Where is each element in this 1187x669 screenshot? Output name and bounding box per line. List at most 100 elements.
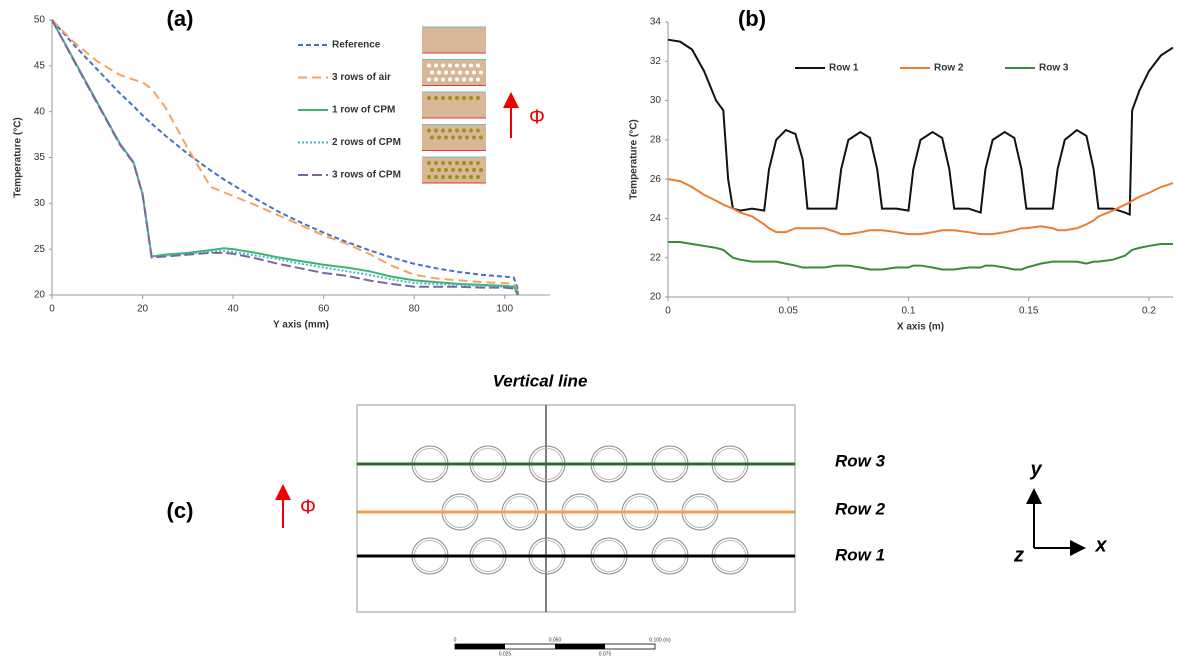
y-axis-label: Temperature (°C) [13,117,24,198]
scale-label: 0.100 (m) [649,637,671,643]
legend-icon [469,63,473,68]
y-tick-label: 22 [650,252,662,263]
legend-label: Reference [332,40,381,51]
legend-icon [441,63,445,68]
x-axis-label: X axis (m) [897,322,944,333]
y-tick-label: 26 [650,174,662,185]
series-line [668,241,1173,271]
flux-symbol: Φ [300,496,316,518]
scale-label: 0.050 [549,637,562,643]
row-label: Row 3 [835,451,886,470]
legend-icon [469,161,473,165]
legend-icon [455,175,459,179]
legend-icon [455,96,459,100]
legend-icon [427,77,431,82]
y-tick-label: 20 [650,292,662,303]
legend-icon [434,77,438,82]
x-tick-label: 0.2 [1142,306,1156,317]
y-tick-label: 45 [34,60,46,71]
x-tick-label: 80 [409,304,421,315]
legend-icon [462,63,466,68]
legend-icon [462,128,466,133]
y-tick-label: 50 [34,15,46,26]
legend-icon [448,161,452,165]
x-tick-label: 60 [318,304,330,315]
y-tick-label: 40 [34,106,46,117]
series-line [51,19,520,291]
row-label: Row 2 [835,499,886,518]
legend-icon [469,96,473,100]
legend-icon [455,161,459,165]
scale-label: 0.025 [499,651,512,657]
panel-label: (a) [167,6,194,31]
legend-icon [422,27,486,53]
x-tick-label: 0.1 [902,306,916,317]
legend-icon [472,168,476,172]
domain [356,404,796,613]
legend-icon [479,135,483,140]
flux-symbol: Φ [529,106,545,128]
legend-label: Row 3 [1039,63,1069,74]
x-tick-label: 0.05 [779,306,799,317]
legend-icon [448,175,452,179]
legend-icon [455,77,459,82]
y-tick-label: 34 [650,17,662,28]
y-tick-label: 24 [650,213,662,224]
legend-label: Row 1 [829,63,859,74]
legend-icon [441,96,445,100]
scale-label: 0.075 [599,651,612,657]
legend-icon [441,175,445,179]
legend-icon [458,168,462,172]
legend-icon [458,70,462,75]
axis-name: z [1013,544,1024,566]
legend-label: 1 row of CPM [332,105,395,116]
legend-icon [476,96,480,100]
legend-icon [422,92,486,118]
legend-icon [437,168,441,172]
y-axis-label: Temperature (°C) [629,119,640,200]
legend-icon [448,63,452,68]
legend-icon [479,168,483,172]
legend-icon [427,128,431,133]
legend-icon [430,168,434,172]
legend-icon [441,128,445,133]
legend-icon [427,63,431,68]
legend-icon [458,135,462,140]
panel-label: (b) [738,6,766,31]
legend-icon [476,77,480,82]
legend-icon [430,135,434,140]
legend-label: 2 rows of CPM [332,137,401,148]
legend-icon [469,77,473,82]
diagram-title: Vertical line [493,371,588,390]
legend-icon [437,70,441,75]
y-tick-label: 20 [34,290,46,301]
legend-icon [451,168,455,172]
legend-icon [430,70,434,75]
x-tick-label: 0 [49,304,55,315]
axis-name: y [1029,458,1042,480]
y-tick-label: 35 [34,152,46,163]
legend-icon [434,128,438,133]
series-line [51,19,520,296]
legend-icon [476,63,480,68]
y-tick-label: 28 [650,134,662,145]
series-line [667,38,1174,216]
x-tick-label: 40 [228,304,240,315]
y-tick-label: 30 [34,198,46,209]
y-tick-label: 32 [650,56,662,67]
scale-bar [555,644,605,649]
legend-icon [427,161,431,165]
legend-icon [455,128,459,133]
legend-icon [448,128,452,133]
legend-label: Row 2 [934,63,964,74]
legend-icon [448,96,452,100]
legend-icon [476,175,480,179]
legend-icon [462,96,466,100]
legend-label: 3 rows of air [332,72,391,83]
legend-icon [476,128,480,133]
scale-label: 0 [454,637,457,643]
legend-icon [462,175,466,179]
legend-icon [472,135,476,140]
legend-icon [434,63,438,68]
